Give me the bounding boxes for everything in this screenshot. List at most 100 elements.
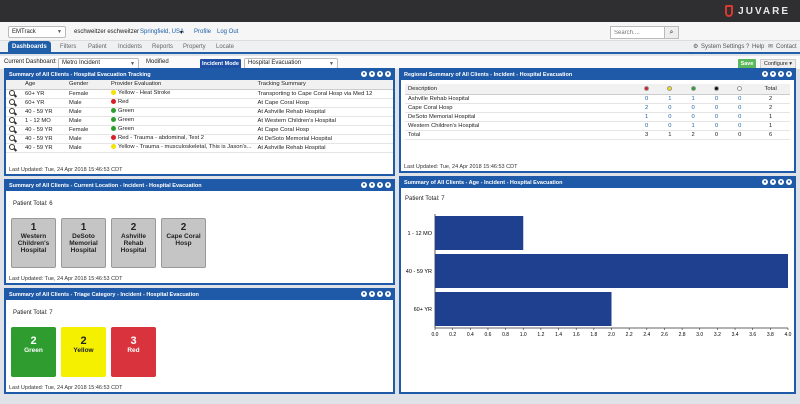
tab-dashboards[interactable]: Dashboards xyxy=(8,41,51,54)
col-header-triage[interactable] xyxy=(728,84,752,95)
count-cell[interactable]: 0 xyxy=(635,121,659,131)
view-cell[interactable] xyxy=(6,125,22,135)
col-header-triage[interactable] xyxy=(704,84,729,95)
maximize-icon[interactable]: ● xyxy=(778,71,784,77)
gear-icon[interactable]: ⚙ xyxy=(693,44,699,50)
count-cell[interactable]: 0 xyxy=(635,94,659,104)
count-cell[interactable]: 0 xyxy=(728,121,752,131)
refresh-icon[interactable]: ● xyxy=(770,71,776,77)
maximize-icon[interactable]: ● xyxy=(377,291,383,297)
col-header-tracking-summary[interactable]: Tracking Summary xyxy=(254,80,393,90)
tab-patient[interactable]: Patient xyxy=(88,44,107,50)
save-button[interactable]: Save xyxy=(738,59,756,69)
settings-icon[interactable]: ● xyxy=(762,71,768,77)
help-icon[interactable]: ? xyxy=(746,44,750,50)
logout-link[interactable]: Log Out xyxy=(217,29,239,35)
table-row[interactable]: 40 - 59 YR Male Green At Ashville Rehab Hos… xyxy=(6,107,393,117)
count-cell[interactable]: 0 xyxy=(728,94,752,104)
location-link[interactable]: Springfield, USA xyxy=(140,29,185,35)
tab-filters[interactable]: Filters xyxy=(60,44,77,50)
col-header-total[interactable]: Total xyxy=(751,84,790,95)
view-cell[interactable] xyxy=(6,89,22,99)
table-row[interactable]: 60+ YR Male Red At Cape Coral Hosp xyxy=(6,98,393,108)
view-cell[interactable] xyxy=(6,143,22,153)
chart-bar[interactable] xyxy=(435,292,612,326)
table-row[interactable]: 40 - 59 YR Female Green At Cape Coral Hosp xyxy=(6,125,393,135)
magnify-icon[interactable] xyxy=(9,143,15,150)
table-row[interactable]: 1 - 12 MO Male Green At Western Children's … xyxy=(6,116,393,126)
magnify-icon[interactable] xyxy=(9,98,15,105)
count-cell[interactable]: 0 xyxy=(658,121,682,131)
table-row[interactable]: 40 - 59 YR Male Red - Trauma - abdominal, … xyxy=(6,134,393,144)
close-icon[interactable]: ● xyxy=(786,179,792,185)
count-cell[interactable]: 1 xyxy=(658,94,682,104)
incident-mode-button[interactable]: Incident Mode xyxy=(200,59,241,69)
view-cell[interactable] xyxy=(6,134,22,144)
table-row[interactable]: 60+ YR Female Yellow - Heat Stroke Transpor… xyxy=(6,89,393,99)
count-cell[interactable]: 1 xyxy=(681,94,705,104)
search-icon[interactable]: ⌕ xyxy=(665,26,679,39)
refresh-icon[interactable]: ● xyxy=(369,182,375,188)
profile-link[interactable]: Profile xyxy=(194,29,212,35)
magnify-icon[interactable] xyxy=(9,89,15,96)
col-header-age[interactable]: Age xyxy=(22,80,66,90)
count-cell[interactable]: 1 xyxy=(635,112,659,122)
table-row[interactable]: 40 - 59 YR Male Yellow - Trauma - musculos… xyxy=(6,143,393,153)
count-cell[interactable]: 0 xyxy=(704,121,729,131)
tab-locate[interactable]: Locate xyxy=(216,44,235,50)
triage-card[interactable]: 3 Red xyxy=(111,327,156,377)
count-cell[interactable]: 1 xyxy=(681,121,705,131)
count-cell[interactable]: 0 xyxy=(658,103,682,113)
count-cell[interactable]: 0 xyxy=(681,112,705,122)
location-card[interactable]: 2 Ashville Rehab Hospital xyxy=(111,218,156,268)
settings-icon[interactable]: ● xyxy=(762,179,768,185)
maximize-icon[interactable]: ● xyxy=(778,179,784,185)
settings-icon[interactable]: ● xyxy=(361,71,367,77)
col-header-triage[interactable] xyxy=(635,84,659,95)
contact-icon[interactable]: ✉ xyxy=(768,44,774,50)
view-cell[interactable] xyxy=(6,116,22,126)
chart-bar[interactable] xyxy=(435,254,788,288)
view-cell[interactable] xyxy=(6,98,22,108)
count-cell[interactable]: 0 xyxy=(704,94,729,104)
triage-card[interactable]: 2 Green xyxy=(11,327,56,377)
search-input[interactable] xyxy=(610,26,665,39)
app-select[interactable]: EMTrack ▼ xyxy=(8,26,66,38)
settings-icon[interactable]: ● xyxy=(361,182,367,188)
view-cell[interactable] xyxy=(6,107,22,117)
settings-icon[interactable]: ● xyxy=(361,291,367,297)
count-cell[interactable]: 0 xyxy=(658,112,682,122)
maximize-icon[interactable]: ● xyxy=(377,71,383,77)
count-cell[interactable]: 0 xyxy=(728,112,752,122)
col-header-triage[interactable] xyxy=(658,84,682,95)
close-icon[interactable]: ● xyxy=(385,71,391,77)
count-cell[interactable]: 2 xyxy=(635,103,659,113)
close-icon[interactable]: ● xyxy=(786,71,792,77)
col-header-description[interactable]: Description xyxy=(405,84,635,95)
count-cell[interactable]: 0 xyxy=(704,112,729,122)
tab-incidents[interactable]: Incidents xyxy=(118,44,143,50)
col-header-provider-evaluation[interactable]: Provider Evaluation xyxy=(108,80,255,90)
location-caret-icon[interactable]: ▾ xyxy=(180,30,184,36)
triage-card[interactable]: 2 Yellow xyxy=(61,327,106,377)
close-icon[interactable]: ● xyxy=(385,182,391,188)
tab-property[interactable]: Property xyxy=(183,44,206,50)
maximize-icon[interactable]: ● xyxy=(377,182,383,188)
system-settings-link[interactable]: System Settings xyxy=(701,44,745,50)
col-header-triage[interactable] xyxy=(681,84,705,95)
help-link[interactable]: Help xyxy=(752,44,765,50)
close-icon[interactable]: ● xyxy=(385,291,391,297)
count-cell[interactable]: 0 xyxy=(704,103,729,113)
count-cell[interactable]: 0 xyxy=(728,103,752,113)
location-card[interactable]: 1 Western Children's Hospital xyxy=(11,218,56,268)
count-cell[interactable]: 0 xyxy=(681,103,705,113)
chart-bar[interactable] xyxy=(435,216,524,250)
magnify-icon[interactable] xyxy=(9,107,15,114)
magnify-icon[interactable] xyxy=(9,125,15,132)
contact-link[interactable]: Contact xyxy=(776,44,797,50)
refresh-icon[interactable]: ● xyxy=(369,71,375,77)
location-card[interactable]: 1 DeSoto Memorial Hospital xyxy=(61,218,106,268)
tab-reports[interactable]: Reports xyxy=(152,44,174,50)
refresh-icon[interactable]: ● xyxy=(369,291,375,297)
magnify-icon[interactable] xyxy=(9,116,15,123)
